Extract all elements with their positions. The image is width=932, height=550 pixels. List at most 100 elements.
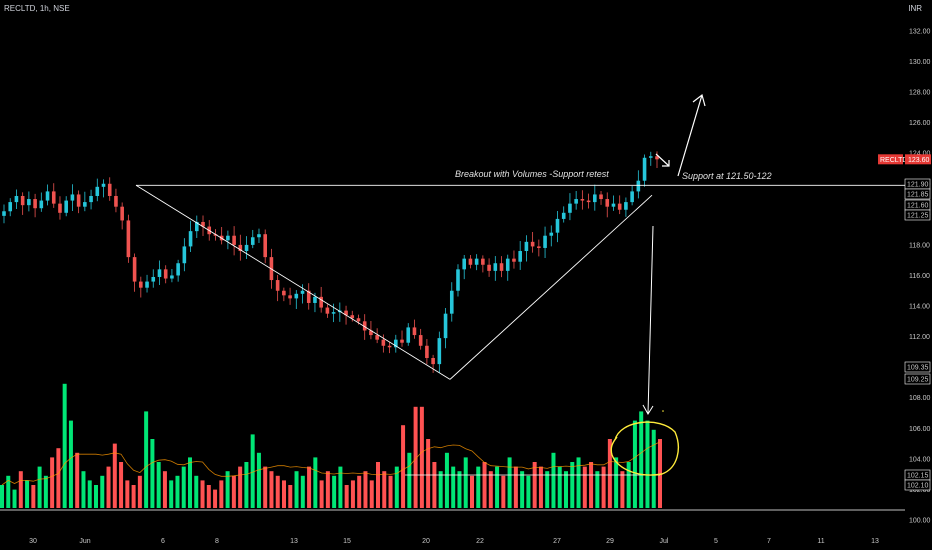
candle-body	[238, 244, 243, 252]
y-tick-label: 100.00	[909, 518, 931, 525]
volume-bar	[457, 471, 462, 508]
candle-body	[462, 258, 467, 270]
y-tick-label: 102.00	[909, 487, 931, 494]
volume-bar	[438, 471, 443, 508]
candle-body	[437, 338, 442, 365]
volume-bar	[376, 462, 380, 508]
level-label: 121.25	[907, 213, 929, 220]
volume-bar	[25, 480, 30, 508]
candle-body	[163, 269, 168, 279]
x-tick-label: 7	[767, 538, 771, 545]
candle-body	[586, 200, 591, 203]
volume-bar	[413, 406, 418, 508]
last-price-text: 123.60	[908, 157, 930, 164]
x-tick-label: Jun	[79, 538, 90, 545]
y-tick-label: 104.00	[909, 456, 931, 463]
level-label-box	[904, 361, 931, 373]
volume-bar	[231, 475, 236, 508]
volume-bar	[250, 434, 255, 508]
volume-bar	[582, 466, 587, 508]
candle-body	[394, 339, 398, 348]
level-label: 121.60	[907, 203, 929, 210]
x-tick-label: 13	[871, 538, 879, 545]
candle-body	[294, 293, 299, 299]
candle-body	[39, 200, 44, 209]
x-tick-label: Jul	[660, 538, 669, 545]
volume-bar	[614, 457, 619, 508]
candle-body	[126, 220, 131, 258]
candle-body	[263, 234, 267, 258]
volume-bar	[300, 475, 305, 508]
y-tick-label: 108.00	[909, 395, 931, 402]
candle-body	[518, 251, 522, 262]
candle-body	[20, 195, 25, 206]
level-label-box	[904, 188, 931, 200]
candle-body	[350, 315, 355, 319]
candle-body	[201, 221, 205, 227]
candle-body	[580, 199, 585, 201]
volume-bar	[206, 485, 211, 508]
axis-layer: 132.00130.00128.00126.00124.00122.00120.…	[29, 28, 931, 545]
y-tick-label: 106.00	[909, 426, 931, 433]
candle-body	[76, 194, 81, 207]
candle-body	[300, 290, 305, 294]
level-label-box	[904, 373, 931, 385]
currency-label: INR	[908, 4, 922, 13]
x-tick-label: 8	[215, 538, 219, 545]
volume-bar	[350, 480, 355, 508]
candle-body	[157, 269, 162, 277]
y-tick-label: 126.00	[909, 120, 931, 127]
candle-layer	[2, 151, 659, 373]
level-label: 121.85	[907, 192, 929, 199]
volume-bar	[645, 420, 650, 508]
volume-bar	[0, 485, 4, 508]
candle-body	[599, 194, 603, 200]
candle-body	[412, 327, 417, 336]
volume-bar	[495, 466, 500, 508]
volume-bar	[369, 480, 374, 508]
candle-body	[642, 157, 647, 181]
candle-body	[288, 295, 292, 299]
candle-body	[120, 206, 124, 221]
volume-bar	[338, 466, 343, 508]
volume-bar	[144, 411, 149, 508]
y-tick-label: 128.00	[909, 90, 931, 97]
candle-body	[151, 276, 156, 282]
volume-bar	[444, 452, 449, 508]
volume-bar	[200, 480, 205, 508]
volume-bar	[156, 462, 161, 508]
candle-body	[524, 241, 529, 252]
candle-body	[537, 246, 541, 248]
volume-bar	[626, 462, 631, 508]
volume-bar	[194, 475, 199, 508]
candle-body	[387, 345, 392, 348]
candle-body	[487, 264, 491, 271]
candle-body	[170, 275, 174, 279]
volume-bar	[363, 471, 368, 508]
candle-body	[362, 321, 367, 331]
volume-bar	[401, 425, 406, 508]
y-tick-label: 124.00	[909, 151, 931, 158]
volume-bar	[658, 439, 662, 508]
volume-bar	[62, 383, 67, 508]
volume-bar	[75, 452, 80, 508]
level-label-box	[904, 209, 931, 221]
candle-body	[456, 269, 460, 291]
candle-body	[375, 335, 379, 340]
candle-body	[593, 194, 597, 203]
volume-bar	[332, 475, 337, 508]
candle-body	[406, 327, 411, 343]
volume-bar	[100, 475, 105, 508]
candle-body	[344, 310, 348, 316]
volume-bar	[545, 471, 550, 508]
candle-body	[319, 296, 323, 308]
y-tick-label: 130.00	[909, 59, 931, 66]
candle-body	[2, 211, 6, 216]
volume-bar	[213, 489, 218, 508]
volume-bar	[526, 475, 531, 508]
volume-bar	[513, 466, 518, 508]
candle-body	[543, 235, 547, 248]
volume-bar	[407, 452, 412, 508]
volume-ma-line	[1, 441, 661, 486]
